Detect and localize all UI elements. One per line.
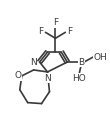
Text: F: F <box>38 27 44 36</box>
Text: B: B <box>78 58 84 67</box>
Text: O: O <box>15 71 22 80</box>
Text: OH: OH <box>93 53 107 62</box>
Text: N: N <box>44 74 51 83</box>
Text: N: N <box>30 58 37 67</box>
Text: F: F <box>53 18 58 27</box>
Text: HO: HO <box>72 74 86 83</box>
Text: F: F <box>67 27 72 36</box>
